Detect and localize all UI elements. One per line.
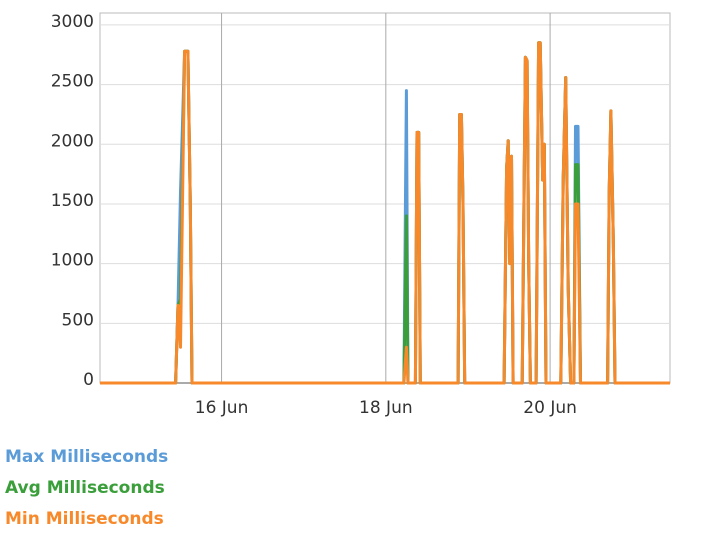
x-tick-label: 20 Jun (523, 398, 577, 418)
y-tick-label: 1500 (51, 191, 94, 211)
y-tick-label: 3000 (51, 12, 94, 32)
y-tick-label: 0 (83, 370, 94, 390)
y-tick-label: 1000 (51, 251, 94, 271)
line-series (100, 41, 670, 385)
y-tick-label: 2000 (51, 131, 94, 151)
x-tick-label: 18 Jun (359, 398, 413, 418)
y-tick-label: 2500 (51, 72, 94, 92)
y-tick-label: 500 (62, 310, 94, 330)
legend-entry: Max Milliseconds (5, 447, 168, 467)
x-tick-label: 16 Jun (195, 398, 249, 418)
legend-entry: Avg Milliseconds (5, 478, 165, 498)
legend-entry: Min Milliseconds (5, 509, 164, 529)
